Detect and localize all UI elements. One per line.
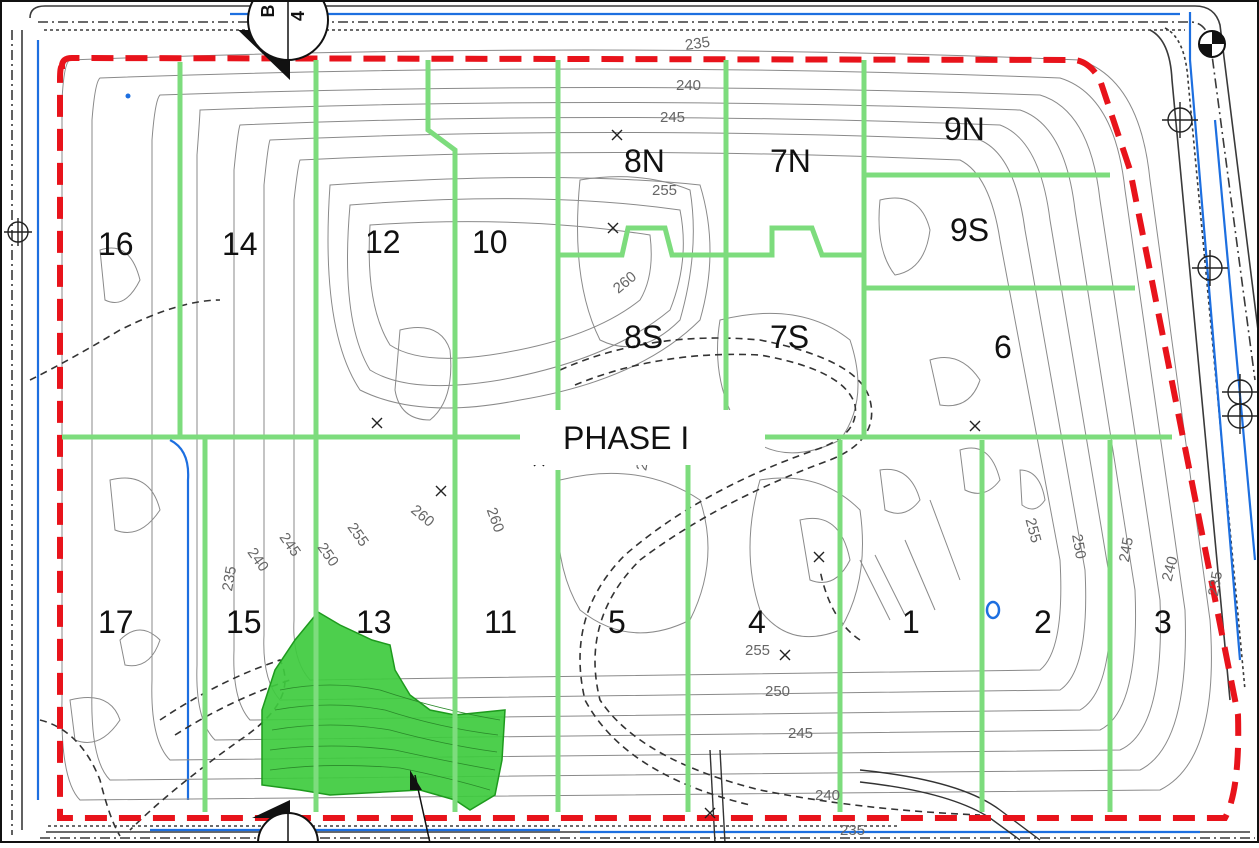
section-marker-top-letter: B	[258, 5, 278, 18]
contour-label: 250	[765, 683, 790, 700]
cell-label-8s: 8S	[624, 319, 663, 355]
contour-label: 240	[676, 77, 701, 94]
cell-labels: 16 14 12 10 8N 7N 9N 9S 8S 7S 6 17 15 13…	[98, 111, 1172, 640]
cell-label-1: 1	[902, 604, 920, 640]
cell-label-7s: 7S	[770, 319, 809, 355]
contour-label: 235	[219, 565, 240, 593]
contour-label: 235	[840, 822, 865, 839]
contour-lines	[61, 49, 1212, 801]
cell-label-14: 14	[222, 226, 258, 262]
cell-label-17: 17	[98, 604, 134, 640]
contour-label: 235	[684, 34, 711, 54]
cell-label-12: 12	[365, 224, 401, 260]
cell-label-15: 15	[226, 604, 262, 640]
cell-label-11: 11	[484, 604, 517, 640]
contour-label: 235	[1205, 570, 1226, 598]
cell-label-5: 5	[608, 604, 626, 640]
contour-label: 240	[815, 787, 840, 804]
well-dot	[125, 93, 131, 99]
cell-label-6: 6	[994, 329, 1012, 365]
drainage-channels	[36, 12, 1257, 834]
contour-label: 245	[1116, 536, 1137, 564]
cell-label-7n: 7N	[770, 143, 811, 179]
cell-dividers	[62, 60, 1172, 812]
highlighted-area-contours	[269, 684, 501, 791]
access-roads	[29, 299, 981, 837]
control-point-icon	[1192, 250, 1228, 286]
section-marker-bottom	[252, 800, 319, 848]
phase-label: PHASE I	[563, 420, 689, 456]
contour-label: 245	[788, 725, 813, 742]
control-point-icon	[1162, 102, 1198, 138]
contour-label: 240	[1159, 555, 1182, 584]
cell-label-4: 4	[748, 604, 766, 640]
benchmark-icon	[1198, 30, 1226, 58]
section-marker-top-number: 4	[288, 11, 308, 21]
contour-label: 255	[652, 182, 677, 199]
control-point-icon	[4, 218, 32, 246]
cell-label-9s: 9S	[950, 212, 989, 248]
cell-label-8n: 8N	[624, 143, 665, 179]
cell-label-2: 2	[1034, 604, 1052, 640]
contour-label: 250	[1068, 533, 1089, 561]
contour-label: 255	[745, 642, 770, 659]
phase-boundary	[57, 54, 1242, 821]
cell-label-13: 13	[356, 604, 392, 640]
contour-label: 255	[1021, 516, 1044, 545]
cell-label-16: 16	[98, 226, 134, 262]
cell-label-9n: 9N	[944, 111, 985, 147]
pond-marker	[985, 600, 1001, 620]
cell-label-3: 3	[1154, 604, 1172, 640]
contour-label: 245	[660, 109, 685, 126]
cell-label-10: 10	[472, 224, 508, 260]
section-marker-top: B 4	[238, 0, 329, 80]
control-points	[4, 102, 1258, 434]
leader-arrow	[410, 770, 431, 844]
phase-label-halo	[520, 410, 765, 465]
control-point-icon	[1222, 398, 1258, 434]
